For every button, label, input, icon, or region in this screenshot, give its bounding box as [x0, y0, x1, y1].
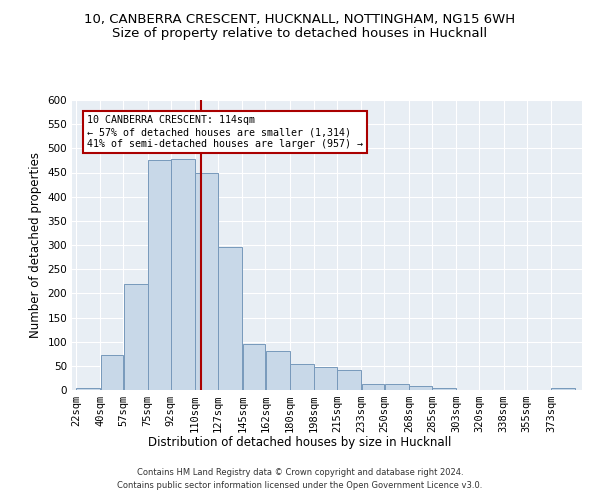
Bar: [76, 388, 100, 390]
Bar: [409, 386, 431, 390]
Text: Contains public sector information licensed under the Open Government Licence v3: Contains public sector information licen…: [118, 482, 482, 490]
Bar: [314, 368, 337, 390]
Bar: [432, 388, 456, 390]
Bar: [218, 248, 242, 390]
Bar: [171, 159, 195, 390]
Text: Distribution of detached houses by size in Hucknall: Distribution of detached houses by size …: [148, 436, 452, 449]
Bar: [242, 344, 265, 390]
Text: 10 CANBERRA CRESCENT: 114sqm
← 57% of detached houses are smaller (1,314)
41% of: 10 CANBERRA CRESCENT: 114sqm ← 57% of de…: [87, 116, 363, 148]
Bar: [266, 351, 290, 390]
Text: Size of property relative to detached houses in Hucknall: Size of property relative to detached ho…: [112, 28, 488, 40]
Y-axis label: Number of detached properties: Number of detached properties: [29, 152, 42, 338]
Bar: [385, 384, 409, 390]
Text: 10, CANBERRA CRESCENT, HUCKNALL, NOTTINGHAM, NG15 6WH: 10, CANBERRA CRESCENT, HUCKNALL, NOTTING…: [85, 12, 515, 26]
Bar: [101, 355, 123, 390]
Bar: [196, 172, 218, 390]
Bar: [148, 160, 170, 390]
Text: Contains HM Land Registry data © Crown copyright and database right 2024.: Contains HM Land Registry data © Crown c…: [137, 468, 463, 477]
Bar: [290, 364, 314, 390]
Bar: [124, 284, 148, 390]
Bar: [551, 388, 575, 390]
Bar: [362, 384, 384, 390]
Bar: [337, 370, 361, 390]
